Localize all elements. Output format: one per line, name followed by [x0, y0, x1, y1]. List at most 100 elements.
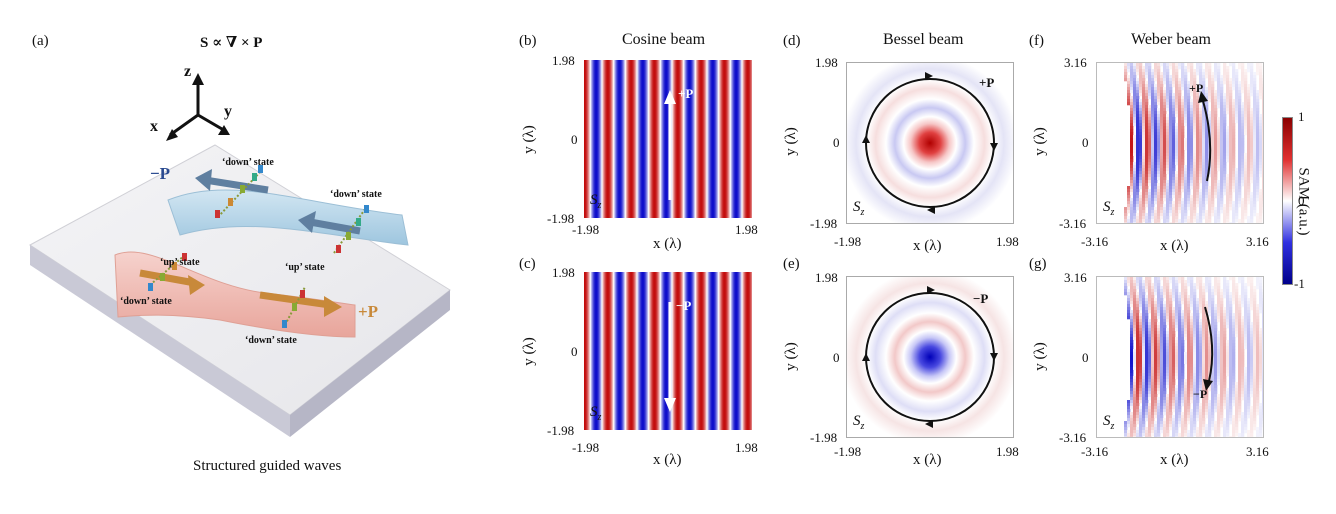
panel-a-letter: (a) [32, 33, 49, 49]
x-axis-label: x (λ) [913, 452, 942, 468]
axis-y-label: y [224, 103, 232, 120]
bessel-minus-plot: −P Sz [846, 276, 1014, 438]
colorbar-tick-mid: 0 [1298, 193, 1305, 208]
panel-g-letter: (g) [1029, 256, 1047, 272]
arrow-label: −P [973, 291, 989, 306]
bessel-beam-title: Bessel beam [883, 31, 964, 48]
arrow-label: +P [1189, 81, 1204, 95]
y-tick-mid: 0 [833, 135, 840, 150]
x-tick-right: 1.98 [996, 444, 1019, 459]
y-axis-label: y (λ) [520, 125, 537, 154]
x-tick-right: 1.98 [735, 222, 758, 237]
y-tick-bottom: -3.16 [1059, 430, 1087, 445]
y-tick-bottom: -1.98 [810, 430, 838, 445]
minus-p-arrow [1203, 306, 1214, 391]
y-tick-top: 1.98 [815, 270, 838, 285]
panel-f-letter: (f) [1029, 33, 1044, 49]
cosine-minus-plot: −P Sz [584, 272, 752, 430]
x-tick-left: -1.98 [572, 222, 600, 237]
state-label: ‘up’ state [160, 257, 200, 268]
state-label: ‘down’ state [245, 335, 297, 346]
panel-c-letter: (c) [519, 256, 536, 272]
panel-a-caption: Structured guided waves [193, 458, 342, 474]
plus-p-arrow [1198, 91, 1212, 182]
coordinate-axes [166, 73, 230, 141]
y-tick-bottom: -1.98 [547, 211, 575, 226]
axis-z-label: z [184, 63, 192, 80]
cosine-plus-plot: +P Sz [584, 60, 752, 218]
y-tick-mid: 0 [833, 350, 840, 365]
sz-label: Sz [853, 199, 865, 218]
x-axis-label: x (λ) [653, 452, 682, 468]
arrow-label: +P [678, 86, 694, 101]
minus-p-label: −P [150, 164, 171, 183]
x-tick-left: -1.98 [834, 444, 862, 459]
x-tick-right: 1.98 [735, 440, 758, 455]
colorbar-tick-top: 1 [1298, 109, 1305, 124]
bessel-plus-plot: +P Sz [846, 62, 1014, 224]
plus-p-label: +P [358, 302, 379, 321]
colorbar-label: SAM (a.u.) [1295, 167, 1312, 236]
sz-label: Sz [853, 413, 865, 432]
x-tick-right: 3.16 [1246, 444, 1269, 459]
y-tick-bottom: -1.98 [810, 216, 838, 231]
y-tick-mid: 0 [571, 132, 578, 147]
panel-d-letter: (d) [783, 33, 801, 49]
sam-ring-pattern [847, 63, 1013, 223]
sam-parabolic-pattern [1124, 277, 1263, 437]
x-axis-label: x (λ) [653, 236, 682, 252]
x-axis-label: x (λ) [1160, 238, 1189, 254]
sz-label: Sz [1103, 199, 1115, 218]
sz-label: Sz [590, 404, 602, 423]
y-axis-label: y (λ) [1031, 127, 1048, 156]
sam-parabolic-pattern [1124, 63, 1263, 223]
x-tick-left: -3.16 [1081, 444, 1109, 459]
plus-p-arrow [664, 90, 676, 200]
state-label: ‘up’ state [285, 262, 325, 273]
y-tick-top: 1.98 [815, 55, 838, 70]
arrow-label: −P [676, 298, 692, 313]
panel-e-letter: (e) [783, 256, 800, 272]
cosine-beam-title: Cosine beam [622, 31, 706, 48]
weber-beam-title: Weber beam [1131, 31, 1211, 48]
y-axis-label: y (λ) [1031, 342, 1048, 371]
weber-plus-plot: +P Sz [1096, 62, 1264, 224]
y-tick-bottom: -3.16 [1059, 216, 1087, 231]
y-axis-label: y (λ) [782, 342, 799, 371]
x-tick-left: -1.98 [834, 234, 862, 249]
spin-momentum-equation: S ∝ ∇ × P [200, 35, 263, 51]
x-tick-left: -1.98 [572, 440, 600, 455]
plus-p-waveguide [114, 251, 356, 338]
sam-ring-pattern [847, 277, 1013, 437]
x-tick-right: 1.98 [996, 234, 1019, 249]
x-tick-right: 3.16 [1246, 234, 1269, 249]
sam-stripe-pattern [584, 272, 752, 430]
y-axis-label: y (λ) [782, 127, 799, 156]
sam-colorbar [1282, 117, 1293, 285]
y-tick-bottom: -1.98 [547, 423, 575, 438]
y-axis-label: y (λ) [520, 337, 537, 366]
y-tick-top: 1.98 [552, 265, 575, 280]
y-tick-top: 3.16 [1064, 55, 1087, 70]
substrate-slab [29, 144, 451, 437]
y-tick-mid: 0 [1082, 350, 1089, 365]
sz-label: Sz [1103, 413, 1115, 432]
colorbar-tick-bottom: -1 [1294, 276, 1305, 291]
minus-p-waveguide [167, 165, 409, 254]
guided-wave-schematic [29, 73, 451, 437]
minus-p-arrow [664, 302, 676, 412]
y-tick-mid: 0 [1082, 135, 1089, 150]
state-label: ‘down’ state [222, 157, 274, 168]
axis-x-label: x [150, 118, 158, 135]
panel-b-letter: (b) [519, 33, 537, 49]
weber-minus-plot: −P Sz [1096, 276, 1264, 438]
x-tick-left: -3.16 [1081, 234, 1109, 249]
y-tick-top: 1.98 [552, 53, 575, 68]
x-axis-label: x (λ) [1160, 452, 1189, 468]
state-label: ‘down’ state [120, 296, 172, 307]
arrow-label: −P [1193, 387, 1208, 401]
state-label: ‘down’ state [330, 189, 382, 200]
y-tick-mid: 0 [571, 344, 578, 359]
y-tick-top: 3.16 [1064, 270, 1087, 285]
x-axis-label: x (λ) [913, 238, 942, 254]
